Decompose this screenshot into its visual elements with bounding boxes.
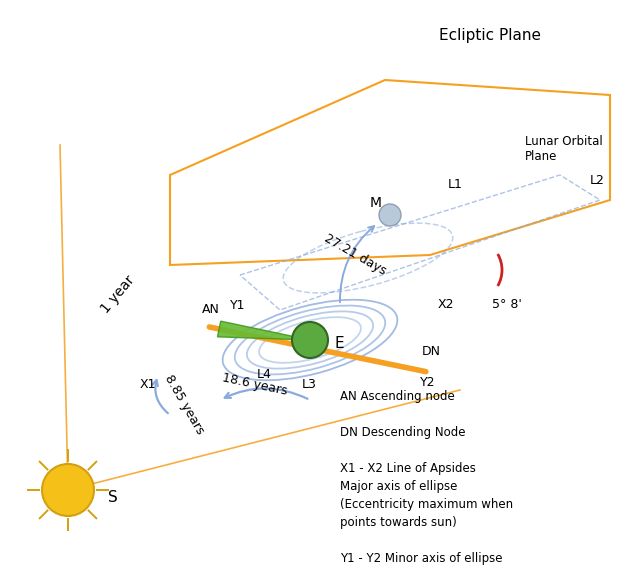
Text: S: S [108, 490, 118, 505]
Text: Y1 - Y2 Minor axis of ellipse: Y1 - Y2 Minor axis of ellipse [340, 552, 502, 565]
Text: X1 - X2 Line of Apsides: X1 - X2 Line of Apsides [340, 462, 476, 475]
Polygon shape [217, 321, 310, 340]
Circle shape [379, 204, 401, 226]
Text: X2: X2 [438, 298, 454, 311]
Text: 18.6 years: 18.6 years [221, 371, 289, 398]
Text: points towards sun): points towards sun) [340, 516, 457, 529]
Text: Lunar Orbital
Plane: Lunar Orbital Plane [525, 135, 602, 163]
Text: 8.85 years: 8.85 years [162, 373, 206, 437]
Text: M: M [370, 196, 382, 210]
Text: Major axis of ellipse: Major axis of ellipse [340, 480, 458, 493]
Text: DN: DN [422, 345, 441, 358]
Text: DN Descending Node: DN Descending Node [340, 426, 466, 439]
Text: L2: L2 [590, 174, 605, 187]
Text: X1: X1 [140, 378, 156, 392]
Text: L4: L4 [257, 368, 272, 381]
Text: 27.21 days: 27.21 days [322, 232, 388, 278]
Text: AN Ascending node: AN Ascending node [340, 390, 455, 403]
Text: (Eccentricity maximum when: (Eccentricity maximum when [340, 498, 513, 511]
Circle shape [292, 322, 328, 358]
Text: Y1: Y1 [230, 299, 246, 312]
Text: 1 year: 1 year [98, 273, 138, 317]
Text: E: E [334, 336, 344, 352]
Text: AN: AN [202, 303, 220, 316]
Text: L1: L1 [448, 178, 463, 191]
Text: Ecliptic Plane: Ecliptic Plane [439, 28, 541, 43]
Text: L3: L3 [302, 378, 317, 392]
Text: 5° 8': 5° 8' [492, 298, 522, 311]
Text: Y2: Y2 [420, 376, 436, 389]
Circle shape [42, 464, 94, 516]
